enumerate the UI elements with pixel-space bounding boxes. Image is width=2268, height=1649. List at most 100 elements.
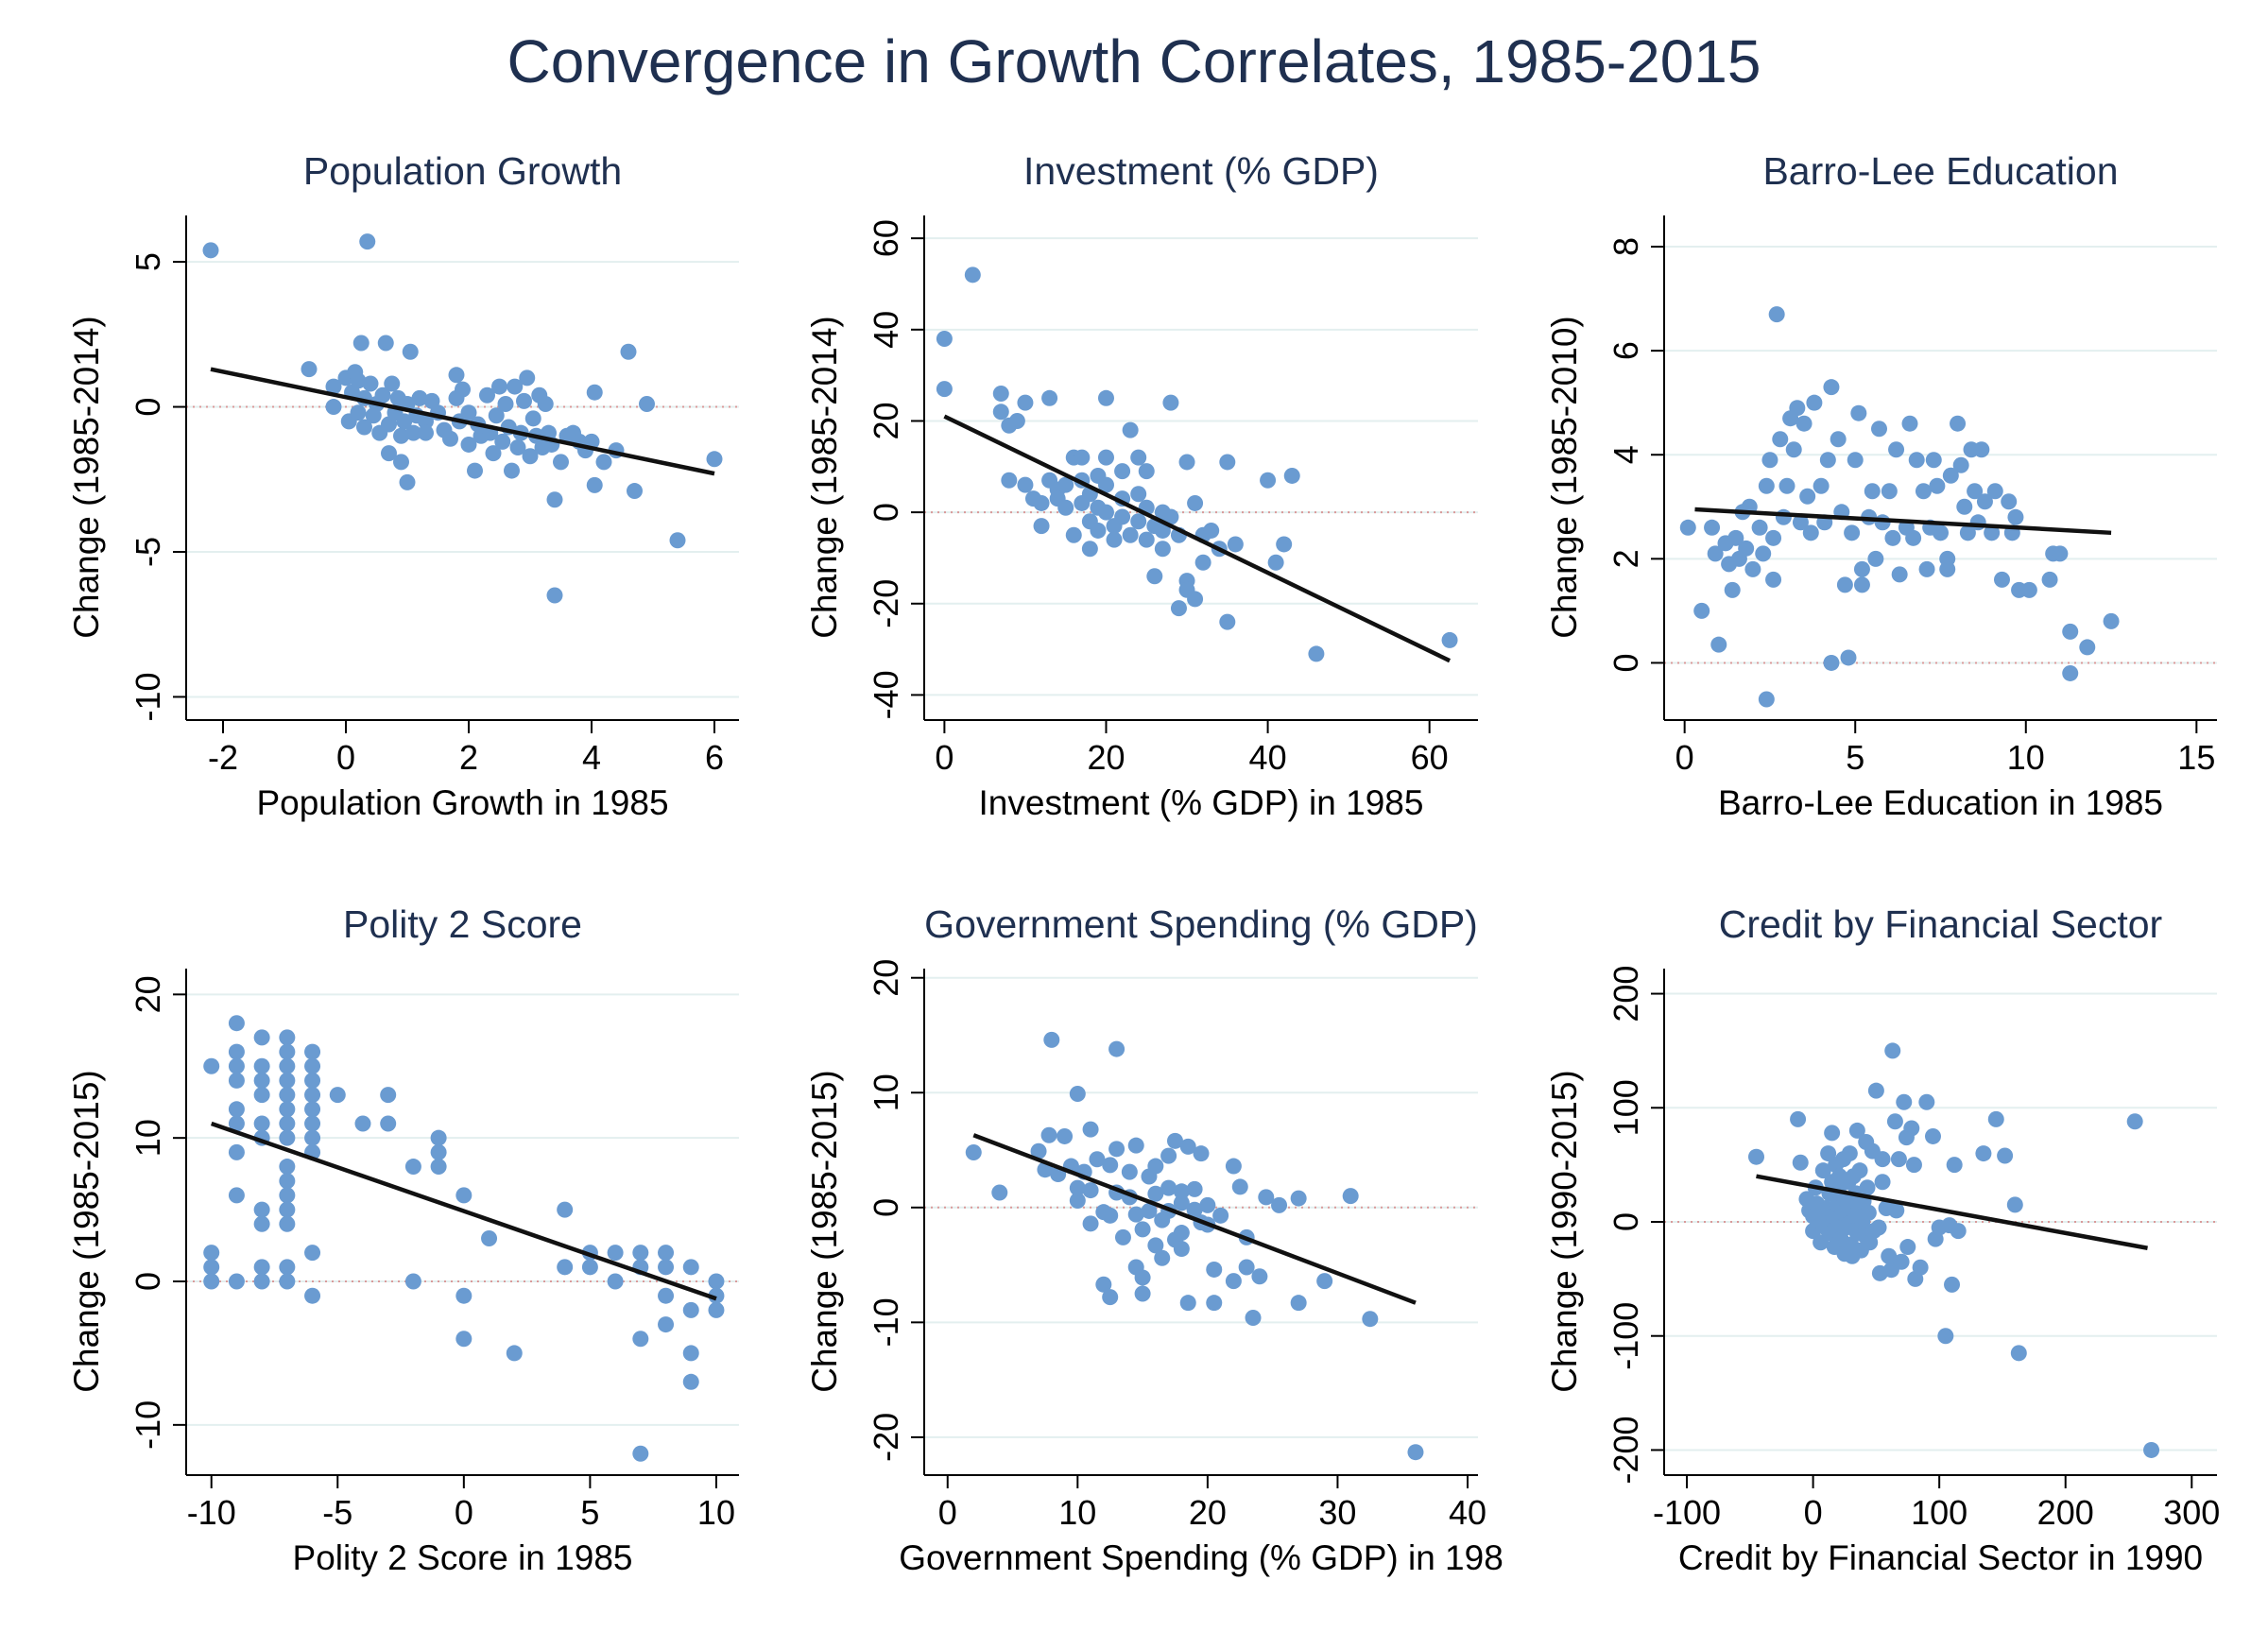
panel-title: Credit by Financial Sector [1719,902,2162,946]
data-point [352,335,369,352]
data-point [1785,441,1802,458]
y-tick-label: 2 [1606,549,1645,568]
x-axis-label: Population Growth in 1985 [256,783,668,822]
data-point [1830,431,1847,448]
x-tick-label: 0 [935,738,954,777]
x-tick-label: 4 [582,738,601,777]
data-point [467,462,483,479]
data-point [1820,1145,1837,1162]
data-point [404,1273,421,1290]
data-point [557,1259,574,1276]
data-point [380,1087,397,1104]
y-tick-label: 10 [129,1119,167,1157]
panel-5: -20 -10 0 10 20 0 10 20 30 40 Government Spending … [805,902,1503,1577]
data-point [1114,1228,1131,1245]
data-point [1841,1145,1858,1162]
data-point [279,1187,296,1204]
data-point [658,1259,675,1276]
data-point [1082,1121,1099,1138]
data-point [1850,404,1867,421]
panel-title: Investment (% GDP) [1023,149,1379,193]
y-tick-label: 0 [867,503,905,522]
data-point [1134,1221,1151,1238]
x-tick-label: 0 [938,1493,957,1532]
y-axis-label: Change (1985-2015) [67,1070,106,1392]
data-point [1130,449,1147,466]
data-point [1097,449,1114,466]
data-point [253,1259,270,1276]
fit-line [1756,1174,2148,1250]
data-point [393,427,409,444]
data-point [1074,449,1091,466]
data-point [586,384,603,401]
data-point [506,1345,523,1362]
data-point [393,454,409,471]
data-point [546,491,563,508]
data-point [522,448,539,465]
data-point [586,476,603,493]
data-point [488,407,505,424]
data-point [304,1087,321,1104]
data-point [1290,1190,1307,1207]
data-point [557,1201,574,1218]
data-point [442,430,458,447]
data-point [253,1057,270,1074]
data-point [1952,456,1969,473]
data-point [1765,571,1782,588]
data-point [203,1273,220,1290]
data-point [1033,518,1050,535]
data-point [448,367,465,384]
y-tick-label: 0 [1606,1212,1645,1231]
data-point [965,1143,982,1160]
x-tick-label: 5 [580,1493,599,1532]
fit-line [1694,507,2112,536]
data-point [430,1159,447,1176]
y-tick-label: -200 [1606,1416,1645,1484]
data-point [1860,1204,1877,1221]
data-point [1160,1179,1177,1196]
data-point [1102,1207,1119,1224]
data-point [1212,1207,1229,1224]
x-tick-label: 5 [1846,738,1864,777]
data-point [1905,1157,1922,1174]
data-point [1738,540,1755,557]
data-point [1806,394,1823,411]
data-point [2001,493,2018,510]
y-tick-label: -10 [129,672,167,721]
data-point [228,1101,245,1118]
data-point [1225,1273,1242,1290]
data-point [203,1259,220,1276]
data-point [546,587,563,604]
data-point [509,439,526,456]
data-point [1884,529,1901,546]
data-point [1950,1223,1967,1240]
data-point [1824,1125,1841,1142]
data-point [1853,560,1870,577]
data-point [455,1331,472,1348]
data-point [460,436,477,453]
fit-line [210,1121,717,1301]
data-point [1890,1151,1907,1168]
y-tick-label: 8 [1606,237,1645,256]
data-point [1187,494,1204,511]
data-point [1847,452,1864,469]
data-point [1967,483,1984,500]
data-point [228,1273,245,1290]
data-point [1912,1259,1929,1276]
data-point [1874,1174,1891,1191]
data-point [1069,1193,1086,1210]
data-point [1976,493,1993,510]
data-point [384,375,401,392]
x-axis-label: Barro-Lee Education in 1985 [1718,783,2163,822]
data-point [460,404,477,421]
data-point [228,1115,245,1132]
fit-line [972,1133,1417,1305]
data-point [1758,477,1775,494]
x-tick-label: 0 [336,738,355,777]
data-point [1342,1188,1359,1205]
data-point [1102,1157,1119,1174]
data-point [1017,476,1034,493]
data-point [991,1184,1008,1201]
data-point [1679,519,1696,536]
